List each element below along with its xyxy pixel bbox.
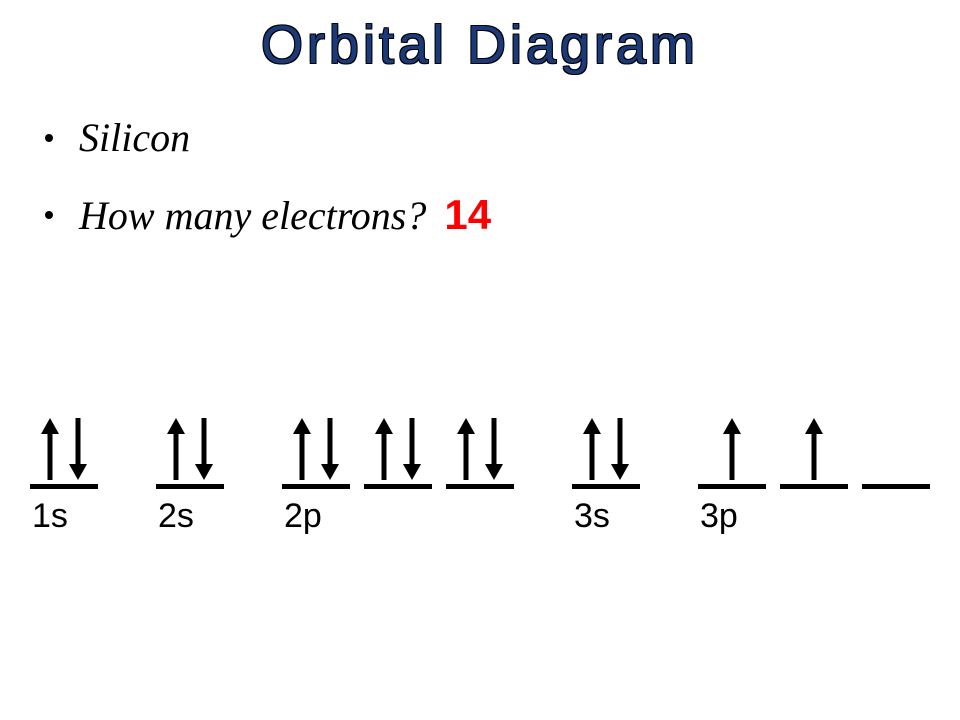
subshell-label: 2p [282, 497, 322, 536]
bullet-text: How many electrons? [79, 192, 426, 239]
subshell-group: 1s [30, 414, 98, 536]
bullet-item: How many electrons? 14 [35, 191, 960, 239]
orbital-boxes [572, 414, 640, 489]
electron-count-answer: 14 [444, 191, 491, 239]
subshell-label: 1s [30, 497, 68, 536]
orbital-box [698, 414, 766, 489]
orbital-box [156, 414, 224, 489]
arrow-up-icon [457, 418, 475, 480]
orbital-boxes [282, 414, 514, 489]
orbital-boxes [30, 414, 98, 489]
orbital-diagram: 1s 2s 2p 3s 3p [30, 414, 930, 536]
slide-title: Orbital Diagram [0, 14, 960, 76]
bullet-item: Silicon [35, 114, 960, 161]
orbital-box [446, 414, 514, 489]
orbital-box [862, 414, 930, 489]
arrow-down-icon [195, 418, 213, 480]
bullet-dot-icon [45, 134, 53, 142]
subshell-label: 3p [698, 497, 738, 536]
subshell-group: 3s [572, 414, 640, 536]
slide: Orbital Diagram Silicon How many electro… [0, 14, 960, 720]
arrow-up-icon [583, 418, 601, 480]
arrow-up-icon [41, 418, 59, 480]
orbital-box [780, 414, 848, 489]
orbital-box [282, 414, 350, 489]
arrow-down-icon [321, 418, 339, 480]
subshell-group: 3p [698, 414, 930, 536]
orbital-box [364, 414, 432, 489]
subshell-label: 3s [572, 497, 610, 536]
arrow-up-icon [375, 418, 393, 480]
bullet-list: Silicon How many electrons? 14 [0, 114, 960, 239]
arrow-up-icon [167, 418, 185, 480]
bullet-dot-icon [45, 211, 53, 219]
orbital-box [572, 414, 640, 489]
subshell-group: 2p [282, 414, 514, 536]
subshell-group: 2s [156, 414, 224, 536]
arrow-down-icon [611, 418, 629, 480]
subshell-label: 2s [156, 497, 194, 536]
arrow-down-icon [485, 418, 503, 480]
arrow-up-icon [723, 418, 741, 480]
arrow-up-icon [293, 418, 311, 480]
arrow-up-icon [805, 418, 823, 480]
orbital-box [30, 414, 98, 489]
bullet-text: Silicon [79, 114, 190, 161]
arrow-down-icon [403, 418, 421, 480]
arrow-down-icon [69, 418, 87, 480]
orbital-boxes [698, 414, 930, 489]
orbital-boxes [156, 414, 224, 489]
